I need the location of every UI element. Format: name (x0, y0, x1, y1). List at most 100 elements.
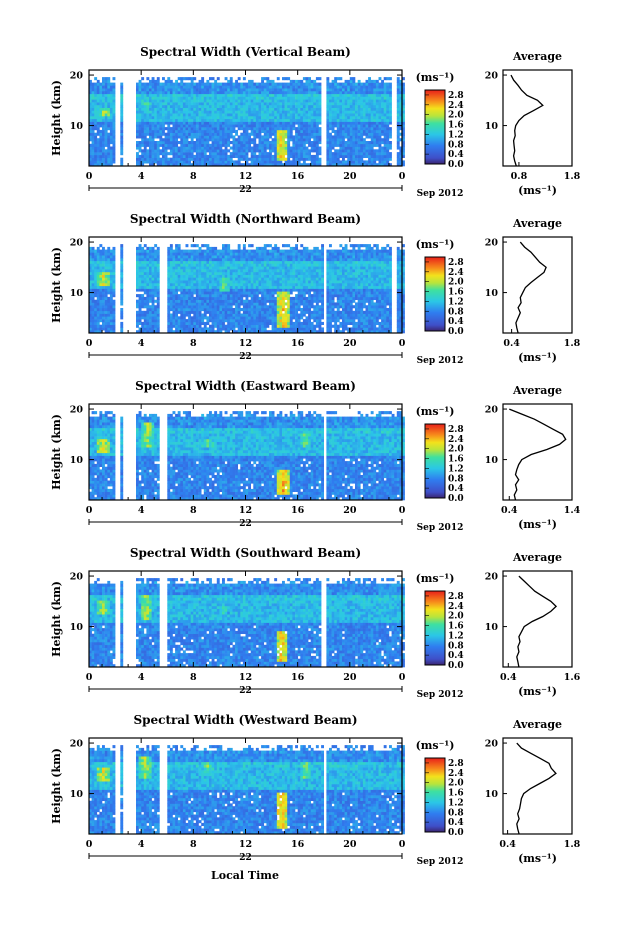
heatmap-cell (177, 285, 181, 289)
heatmap-cell (193, 157, 197, 161)
heatmap-cell (203, 249, 207, 253)
heatmap-cell (229, 310, 233, 314)
heatmap-cell (342, 121, 345, 125)
heatmap-cell (229, 152, 233, 156)
heatmap-cell (143, 85, 147, 89)
heatmap-cell (263, 113, 267, 117)
heatmap-cell (112, 82, 116, 86)
heatmap-cell (154, 269, 158, 273)
heatmap-cell (172, 302, 176, 306)
heatmap-cell (245, 324, 249, 328)
heatmap-cell (172, 132, 176, 136)
heatmap-cell (216, 85, 220, 89)
heatmap-cell (219, 327, 223, 331)
heatmap-cell (248, 299, 251, 303)
heatmap-cell (149, 294, 152, 298)
heatmap-cell (109, 288, 113, 292)
heatmap-cell (214, 260, 218, 264)
heatmap-cell (258, 88, 262, 92)
heatmap-cell (107, 283, 111, 287)
heatmap-cell (141, 321, 145, 325)
heatmap-cell (182, 91, 186, 95)
heatmap-cell (136, 330, 139, 334)
heatmap-cell (352, 152, 356, 156)
heatmap-cell (136, 283, 139, 287)
heatmap-cell (305, 93, 309, 97)
heatmap-cell (255, 107, 259, 111)
heatmap-cell (302, 85, 306, 89)
heatmap-cell (240, 107, 244, 111)
heatmap-cell (334, 143, 338, 147)
heatmap-cell (91, 274, 95, 278)
heatmap-cell (164, 118, 168, 122)
heatmap-cell (240, 118, 244, 122)
heatmap-cell (362, 154, 366, 158)
heatmap-cell (347, 118, 351, 122)
heatmap-cell (175, 141, 178, 145)
heatmap-cell (209, 127, 212, 131)
heatmap-cell (141, 283, 145, 287)
heatmap-cell (175, 149, 178, 153)
heatmap-cell (198, 88, 202, 92)
heatmap-cell (349, 110, 353, 114)
heatmap-cell (261, 149, 264, 153)
heatmap-cell (209, 113, 212, 117)
heatmap-cell (222, 321, 225, 325)
heatmap-cell (355, 96, 358, 100)
heatmap-cell (211, 255, 215, 259)
heatmap-cell (209, 277, 212, 281)
heatmap-cell (224, 93, 228, 97)
heatmap-cell (383, 127, 387, 131)
heatmap-cell (211, 107, 215, 111)
heatmap-cell (368, 124, 371, 128)
heatmap-cell (224, 104, 228, 108)
heatmap-cell (242, 82, 246, 86)
heatmap-cell (89, 121, 92, 125)
heatmap-cell (253, 319, 257, 323)
heatmap-cell (195, 102, 199, 106)
heatmap-cell (190, 141, 194, 145)
heatmap-cell (193, 121, 197, 125)
heatmap-cell (167, 302, 171, 306)
heatmap-cell (216, 149, 220, 153)
heatmap-cell (263, 99, 267, 103)
heatmap-cell (104, 116, 108, 120)
heatmap-cell (300, 96, 304, 100)
heatmap-cell (201, 285, 205, 289)
heatmap-cell (164, 152, 168, 156)
heatmap-cell (198, 280, 202, 284)
heatmap-cell (175, 316, 178, 320)
heatmap-cell (154, 291, 158, 295)
heatmap-cell (261, 107, 264, 111)
heatmap-cell (250, 327, 254, 331)
heatmap-cell (381, 79, 384, 83)
heatmap-cell (222, 269, 225, 273)
heatmap-cell (112, 266, 116, 270)
heatmap-cell (164, 107, 168, 111)
heatmap-cell (120, 291, 124, 295)
heatmap-cell (182, 77, 186, 81)
heatmap-cell (315, 88, 319, 92)
heatmap-cell (104, 291, 108, 295)
heatmap-cell (109, 277, 113, 281)
heatmap-cell (331, 124, 335, 128)
heatmap-cell (266, 146, 270, 150)
heatmap-cell (94, 324, 98, 328)
heatmap-cell (185, 305, 189, 309)
heatmap-cell (109, 124, 113, 128)
heatmap-cell (169, 102, 173, 106)
heatmap-cell (396, 163, 400, 167)
heatmap-cell (190, 157, 194, 161)
heatmap-cell (138, 113, 142, 117)
heatmap-cell (360, 154, 364, 158)
heatmap-cell (180, 255, 184, 259)
heatmap-cell (279, 96, 283, 100)
heatmap-cell (185, 291, 189, 295)
heatmap-cell (300, 124, 304, 128)
heatmap-cell (146, 107, 150, 111)
heatmap-cell (143, 104, 147, 108)
heatmap-cell (352, 99, 356, 103)
heatmap-cell (151, 266, 155, 270)
heatmap-cell (107, 124, 111, 128)
heatmap-cell (219, 118, 223, 122)
